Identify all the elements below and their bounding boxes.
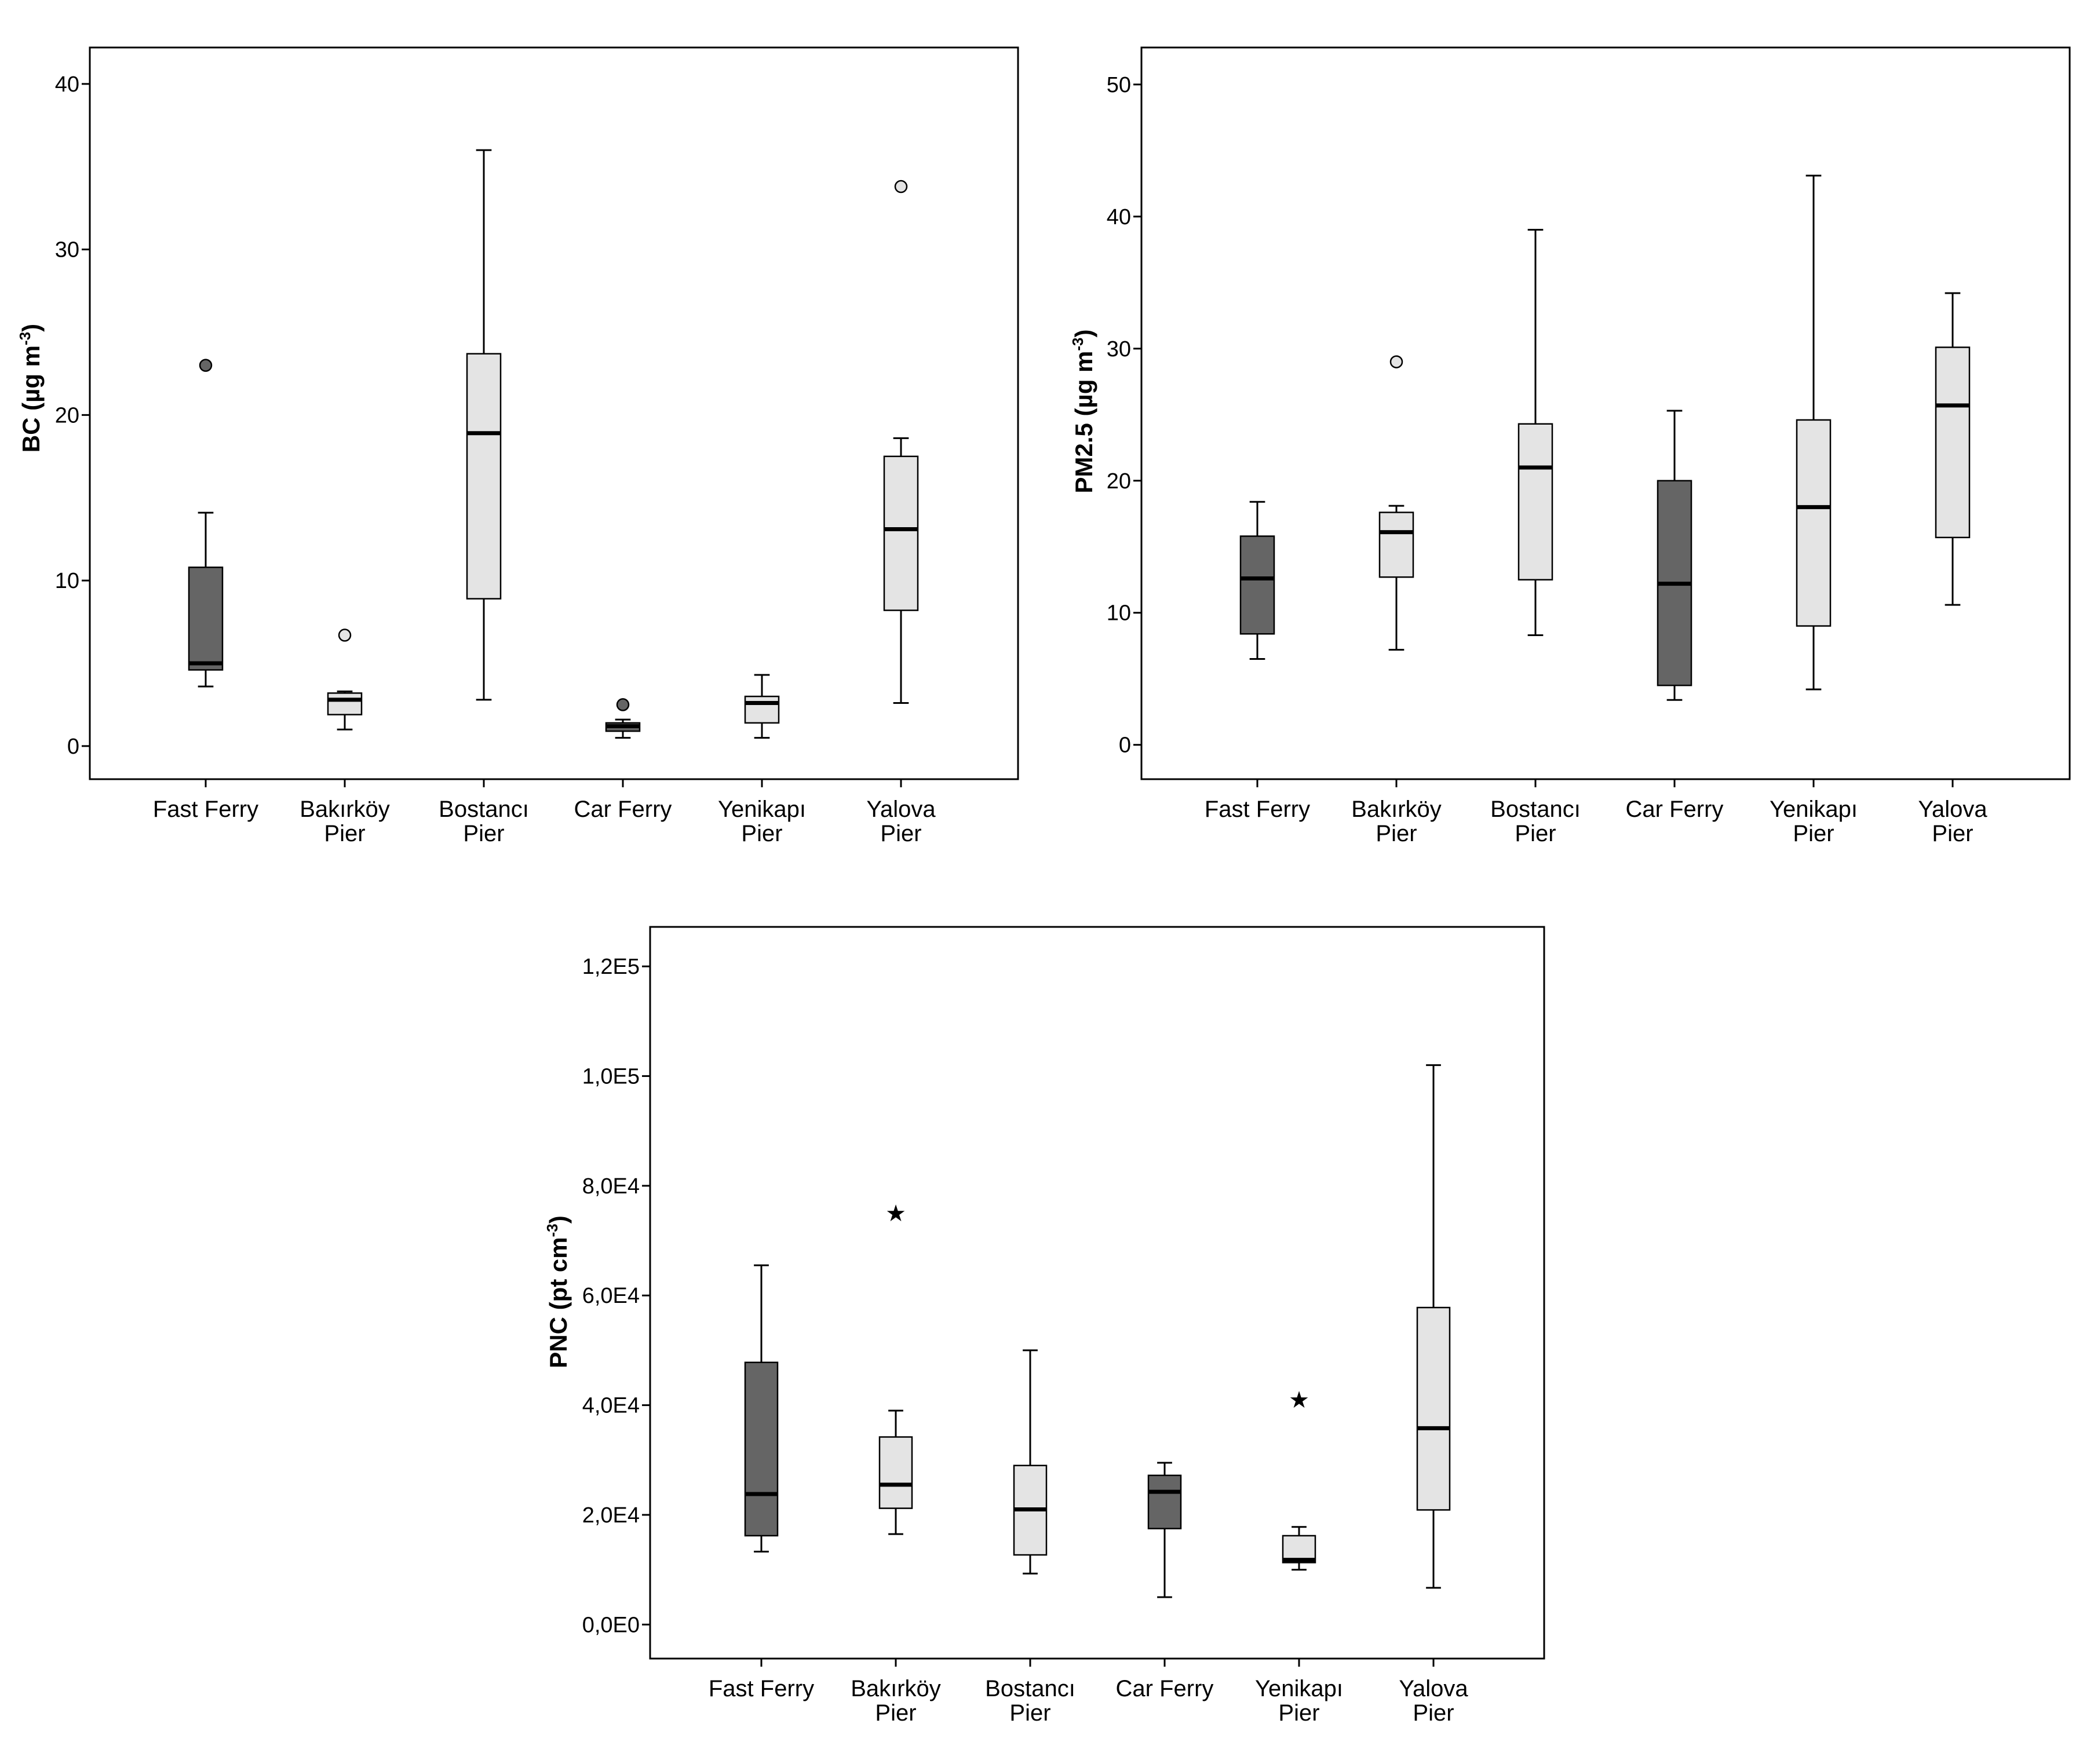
bc-category-label: Bostancı: [439, 797, 529, 822]
pm25-category-label: Yenikapı: [1770, 797, 1858, 822]
pm25-box-3: [1517, 229, 1553, 637]
iqr-box: [1935, 346, 1971, 539]
pnc-plot-frame: [649, 926, 1545, 1660]
iqr-box: [883, 455, 919, 611]
iqr-box: [1239, 535, 1275, 635]
pnc-box-1: [744, 1264, 779, 1553]
pnc-category-label: Fast Ferry: [709, 1676, 814, 1701]
bc-category-label-line2: Pier: [463, 821, 504, 846]
pm25-y-tick-label: 20: [1107, 469, 1131, 494]
pm25-box-1: [1239, 501, 1275, 660]
pm25-category-label: Bostancı: [1490, 797, 1581, 822]
pm25-y-tick-label: 30: [1107, 337, 1131, 361]
bc-y-tick-label: 10: [55, 569, 79, 593]
pm25-plot-frame: [1140, 46, 2071, 780]
iqr-box: [1378, 512, 1414, 578]
iqr-box: [1416, 1306, 1451, 1511]
bc-y-tick-label: 0: [67, 735, 79, 759]
pm25-category-label: Fast Ferry: [1205, 797, 1310, 822]
iqr-box: [188, 566, 224, 671]
iqr-box: [744, 695, 780, 724]
pm25-y-tick-label: 50: [1107, 73, 1131, 97]
pnc-y-tick-label: 0,0E0: [582, 1613, 640, 1637]
extreme-outlier-star: ★: [885, 1201, 906, 1226]
bc-y-tick-label: 30: [55, 238, 79, 262]
outlier-point: [338, 629, 352, 642]
outlier-point: [616, 698, 630, 711]
bc-category-label: Fast Ferry: [153, 797, 258, 822]
pnc-box-4: [1147, 1462, 1182, 1598]
pnc-category-label-line2: Pier: [1009, 1700, 1050, 1726]
pnc-y-tick-label: 1,2E5: [582, 955, 640, 979]
pnc-box-2: ★: [878, 1201, 913, 1535]
pm25-y-axis-title: PM2.5 (µg m-3): [1069, 329, 1097, 493]
outlier-point: [1389, 355, 1403, 368]
pm25-category-label-line2: Pier: [1932, 821, 1973, 846]
bc-y-tick-label: 40: [55, 72, 79, 97]
pnc-category-label-line2: Pier: [875, 1700, 916, 1726]
bc-box-6: [883, 180, 919, 704]
pm25-box-2: [1378, 355, 1414, 651]
iqr-box: [1147, 1474, 1182, 1529]
pnc-y-tick-label: 6,0E4: [582, 1284, 640, 1308]
pnc-category-label: Yenikapı: [1255, 1676, 1343, 1701]
pm25-boxplot-panel: PM2.5 (µg m-3) 0 10 20 30 40 50 Fast Ferry Bakı…: [1069, 46, 2071, 846]
iqr-box: [1517, 423, 1553, 581]
pm25-category-label: Yalova: [1918, 797, 1987, 822]
pm25-y-tick-label: 40: [1107, 205, 1131, 229]
bc-box-2: [327, 629, 363, 731]
bc-box-1: [188, 359, 224, 688]
pm25-box-4: [1657, 410, 1692, 701]
pm25-y-tick-label: 10: [1107, 601, 1131, 626]
iqr-box: [1796, 419, 1832, 627]
iqr-box: [878, 1436, 913, 1509]
pnc-y-tick-label: 1,0E5: [582, 1065, 640, 1089]
bc-category-label-line2: Pier: [741, 821, 782, 846]
pnc-category-label-line2: Pier: [1278, 1700, 1319, 1726]
bc-plot-frame: [89, 46, 1019, 780]
pnc-category-label: Yalova: [1399, 1676, 1468, 1701]
pm25-category-label-line2: Pier: [1793, 821, 1834, 846]
pm25-category-label-line2: Pier: [1515, 821, 1556, 846]
bc-category-label-line2: Pier: [324, 821, 365, 846]
pm25-box-5: [1796, 174, 1832, 691]
bc-y-axis-title: BC (µg m-3): [16, 324, 45, 452]
iqr-box: [744, 1361, 779, 1537]
bc-box-5: [744, 674, 780, 739]
pm25-y-tick-label: 0: [1119, 733, 1131, 758]
pnc-box-3: [1013, 1349, 1048, 1575]
pnc-box-5: ★: [1282, 1387, 1316, 1571]
pnc-y-axis-title: PNC (pt cm-3): [543, 1215, 572, 1368]
bc-box-4: [605, 698, 641, 739]
outlier-point: [199, 359, 213, 372]
pm25-category-label: Bakırköy: [1351, 797, 1442, 822]
outlier-point: [894, 180, 908, 193]
pm25-category-label: Car Ferry: [1626, 797, 1724, 822]
pnc-boxplot-panel: PNC (pt cm-3) 0,0E0 2,0E4 4,0E4 6,0E4 8,0E4 1…: [543, 926, 1545, 1726]
bc-category-label: Yalova: [866, 797, 936, 822]
pnc-category-label: Bakırköy: [851, 1676, 941, 1701]
pnc-y-tick-label: 4,0E4: [582, 1394, 640, 1418]
bc-category-label: Yenikapı: [718, 797, 806, 822]
pm25-category-label-line2: Pier: [1376, 821, 1417, 846]
iqr-box: [466, 353, 502, 600]
pnc-y-tick-label: 2,0E4: [582, 1503, 640, 1528]
pnc-category-label: Car Ferry: [1116, 1676, 1214, 1701]
iqr-box: [327, 692, 363, 715]
bc-box-3: [466, 149, 502, 701]
bc-category-label-line2: Pier: [880, 821, 921, 846]
extreme-outlier-star: ★: [1289, 1387, 1309, 1413]
bc-y-tick-label: 20: [55, 403, 79, 428]
pnc-category-label: Bostancı: [985, 1676, 1075, 1701]
bc-category-label: Car Ferry: [574, 797, 672, 822]
pnc-box-6: [1416, 1064, 1451, 1589]
bc-category-label: Bakırköy: [300, 797, 390, 822]
pm25-box-6: [1935, 292, 1971, 606]
pnc-y-tick-label: 8,0E4: [582, 1174, 640, 1199]
pnc-category-label-line2: Pier: [1413, 1700, 1454, 1726]
